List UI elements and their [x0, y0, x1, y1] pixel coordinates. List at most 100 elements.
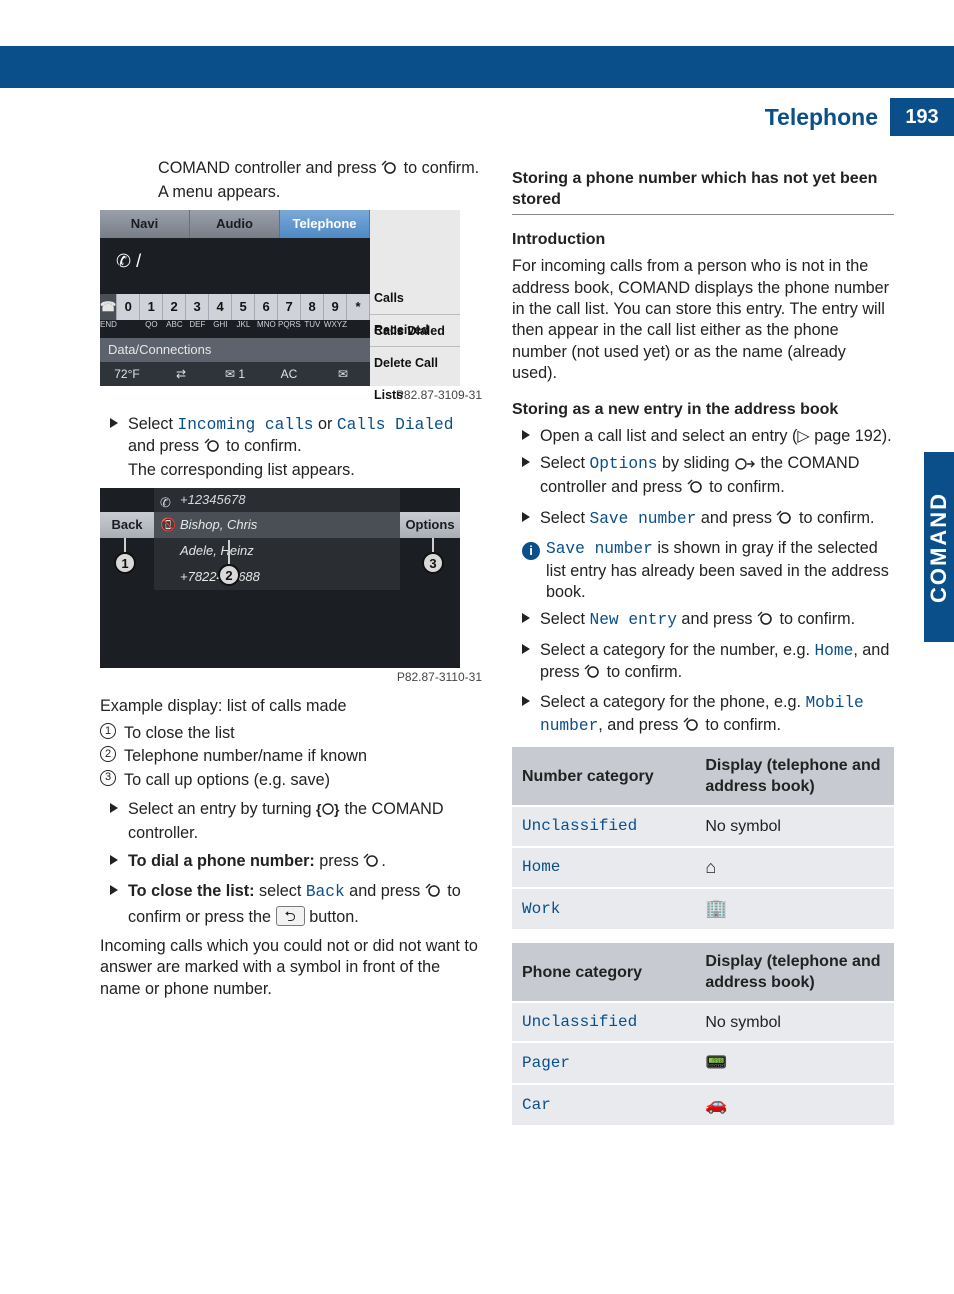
s2-leader-3 [432, 538, 434, 552]
slide-right-icon [734, 456, 756, 477]
opt-home: Home [814, 642, 853, 660]
top-band [0, 46, 954, 88]
s2-leader-1 [124, 538, 126, 552]
header-row: Telephone 193 [0, 98, 954, 136]
t2-col1: Phone category [512, 943, 695, 1002]
t2-col2: Display (telephone and address book) [695, 943, 894, 1002]
press-knob-icon [757, 611, 775, 633]
info-icon: i [522, 542, 540, 560]
s1-key-4: 4 [209, 294, 232, 320]
s1-key-8: 8 [301, 294, 324, 320]
s1-data-connections: Data/Connections [100, 338, 370, 362]
side-tab-label: COMAND [926, 492, 952, 603]
work-icon: 🏢 [695, 888, 894, 929]
s1-temp: 72°F [100, 362, 154, 386]
press-knob-icon [584, 664, 602, 686]
press-knob-icon [204, 438, 222, 460]
s1-key-5: 5 [232, 294, 255, 320]
press-knob-icon [381, 160, 399, 182]
t1-col1: Number category [512, 747, 695, 806]
opt-back: Back [306, 883, 345, 901]
home-icon: ⌂ [695, 847, 894, 889]
s1-menu-received: Calls Received [370, 282, 460, 314]
intro-para-right: For incoming calls from a person who is … [512, 256, 894, 384]
arrow-icon [110, 803, 118, 813]
s1-mail-icon: ✉ [316, 362, 370, 386]
callout-text-3: To call up options (e.g. save) [124, 770, 330, 791]
step-close-list: To close the list: select Back and press… [110, 881, 482, 928]
table-row: Pager 📟 [512, 1042, 894, 1084]
callout-num-2: 2 [100, 746, 116, 762]
heading-new-entry: Storing as a new entry in the address bo… [512, 399, 894, 420]
s2-top-row: ✆+12345678 [154, 488, 400, 512]
arrow-icon [522, 644, 530, 654]
table-number-category: Number categoryDisplay (telephone and ad… [512, 747, 894, 929]
arrow-icon [522, 613, 530, 623]
t2-cat-1: Pager [522, 1054, 570, 1072]
car-icon: 🚗 [695, 1084, 894, 1125]
opt-incoming-calls: Incoming calls [178, 416, 314, 434]
intro-text-1b: to confirm. [404, 159, 480, 177]
screenshot-call-list: ✆+12345678 Back Options 📵Bishop, Chris A… [100, 488, 460, 668]
arrow-icon [110, 418, 118, 428]
r-step-1: Open a call list and select an entry (▷ … [522, 426, 894, 447]
right-column: Storing a phone number which has not yet… [512, 158, 894, 1234]
arrow-icon [522, 696, 530, 706]
columns: COMAND controller and press to confirm. … [100, 158, 894, 1234]
s1-key-6: 6 [255, 294, 278, 320]
left-column: COMAND controller and press to confirm. … [100, 158, 482, 1234]
page-number: 193 [890, 98, 954, 136]
press-knob-icon [687, 479, 705, 501]
svg-text:{: { [316, 801, 322, 817]
table-row: Work🏢 [512, 888, 894, 929]
s1-key-0: 0 [117, 294, 140, 320]
back-key-icon: ⮌ [276, 906, 305, 926]
s1-tab-navi: Navi [100, 210, 190, 238]
step-dial: To dial a phone number: press . [110, 851, 482, 875]
s1-status-bar: 72°F ⇄ ✉ 1 AC ✉ [100, 362, 370, 386]
s1-menu-delete: Delete Call Lists [370, 346, 460, 378]
t2-cat-0: Unclassified [522, 1013, 637, 1031]
example-caption: Example display: list of calls made [100, 696, 482, 717]
s1-key-2: 2 [163, 294, 186, 320]
s1-menu-dialed: Calls Dialed [370, 314, 460, 346]
s2-row-2: Adele, Heinz [154, 538, 400, 564]
t2-cat-2: Car [522, 1096, 551, 1114]
s2-callout-2: 2 [218, 564, 240, 586]
press-knob-icon [776, 510, 794, 532]
intro-text-2: A menu appears. [158, 183, 280, 201]
s1-key-3: 3 [186, 294, 209, 320]
callout-num-3: 3 [100, 770, 116, 786]
press-knob-icon [363, 853, 381, 875]
table-row: UnclassifiedNo symbol [512, 1002, 894, 1042]
figref-1: P82.87-3109-31 [100, 388, 482, 404]
s2-back-button: Back [100, 512, 154, 538]
info-note: i Save number is shown in gray if the se… [522, 538, 894, 603]
s1-key-sublabels: END QOABCDEFGHIJKLMNOPQRSTUVWXYZ [100, 320, 370, 336]
opt-calls-dialed: Calls Dialed [337, 416, 454, 434]
arrow-icon [522, 512, 530, 522]
arrow-icon [522, 430, 530, 440]
s1-keypad: ☎ 0 1 2 3 4 5 6 7 8 9 * [100, 294, 370, 320]
opt-save-number-gray: Save number [546, 540, 653, 558]
arrow-icon [110, 885, 118, 895]
intro-para: COMAND controller and press to confirm. … [158, 158, 482, 204]
s1-msg: ✉ 1 [208, 362, 262, 386]
page: Telephone 193 COMAND COMAND controller a… [0, 0, 954, 1294]
screenshot-menu: Navi Audio Telephone ✆ / ☎ 0 1 2 3 4 5 6… [100, 210, 460, 386]
opt-save-number: Save number [590, 510, 697, 528]
callout-text-2: Telephone number/name if known [124, 746, 367, 767]
intro-text-1: COMAND controller and press [158, 159, 381, 177]
s1-tab-telephone: Telephone [280, 210, 370, 238]
r-step-6: Select a category for the phone, e.g. Mo… [522, 692, 894, 739]
pager-icon: 📟 [695, 1042, 894, 1084]
r-step-3: Select Save number and press to confirm. [522, 508, 894, 532]
s1-ac: AC [262, 362, 316, 386]
s2-options-button: Options [400, 512, 460, 538]
turn-knob-icon: {} [316, 801, 340, 823]
side-tab: COMAND [924, 452, 954, 642]
s1-route-icon: ⇄ [154, 362, 208, 386]
header-title: Telephone [765, 98, 890, 136]
heading-store-number: Storing a phone number which has not yet… [512, 168, 894, 215]
table-phone-category: Phone categoryDisplay (telephone and add… [512, 943, 894, 1125]
